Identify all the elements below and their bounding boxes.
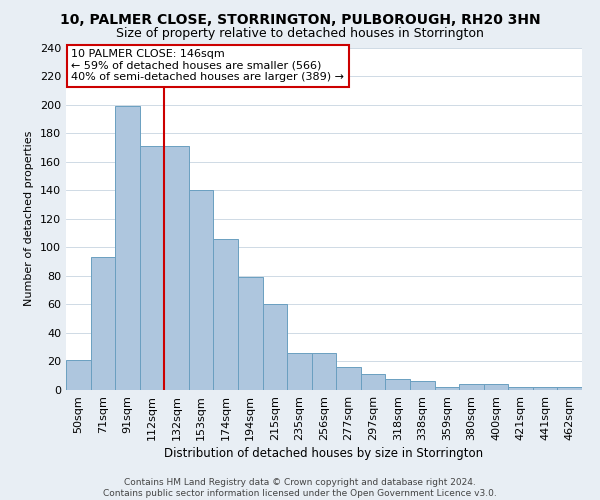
X-axis label: Distribution of detached houses by size in Storrington: Distribution of detached houses by size … [164,447,484,460]
Bar [410,382,434,390]
Bar [214,238,238,390]
Bar [115,106,140,390]
Text: 10, PALMER CLOSE, STORRINGTON, PULBOROUGH, RH20 3HN: 10, PALMER CLOSE, STORRINGTON, PULBOROUG… [59,12,541,26]
Bar [459,384,484,390]
Text: 10 PALMER CLOSE: 146sqm
← 59% of detached houses are smaller (566)
40% of semi-d: 10 PALMER CLOSE: 146sqm ← 59% of detache… [71,49,344,82]
Bar [385,378,410,390]
Bar [287,353,312,390]
Bar [484,384,508,390]
Bar [557,387,582,390]
Bar [361,374,385,390]
Y-axis label: Number of detached properties: Number of detached properties [25,131,34,306]
Bar [238,278,263,390]
Bar [434,387,459,390]
Bar [312,353,336,390]
Bar [533,387,557,390]
Bar [140,146,164,390]
Bar [263,304,287,390]
Bar [66,360,91,390]
Bar [91,258,115,390]
Text: Size of property relative to detached houses in Storrington: Size of property relative to detached ho… [116,28,484,40]
Bar [189,190,214,390]
Text: Contains HM Land Registry data © Crown copyright and database right 2024.
Contai: Contains HM Land Registry data © Crown c… [103,478,497,498]
Bar [336,367,361,390]
Bar [508,387,533,390]
Bar [164,146,189,390]
